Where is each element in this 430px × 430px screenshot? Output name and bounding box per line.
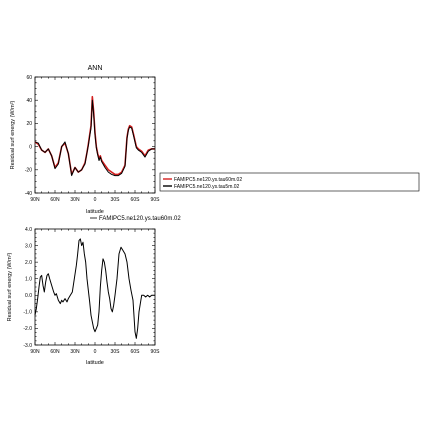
panel-bottom-y-ticks: -3.0 -2.0 -1.0 0.0 1.0 2.0 3.0 4.0 [23, 227, 155, 349]
panel-top-x-tick-label: 90N [30, 197, 40, 203]
panel-bottom-legend-label: FAMIPC5.ne120.ys.tau60m.02 [99, 216, 181, 222]
panel-bottom-y-tick-label: -1.0 [23, 310, 32, 316]
panel-top-x-tick-label: 90S [151, 197, 161, 203]
panel-bottom-x-tick-label: 30N [70, 349, 80, 355]
panel-bottom-y-tick-label: 0.0 [25, 293, 32, 299]
panel-top-x-axis-label: latitude [86, 209, 104, 215]
panel-top-x-tick-label: 60S [131, 197, 141, 203]
panel-top-y-tick-label: 60 [26, 75, 32, 81]
panel-bottom-x-ticks: 90N 60N 30N 0 30S 60S 90S [30, 229, 160, 355]
panel-top-y-tick-label: 20 [26, 121, 32, 127]
panel-bottom-series-line-0 [34, 238, 155, 339]
panel-bottom: FAMIPC5.ne120.ys.tau60m.02 90N 60N 30N 0 30S… [7, 216, 181, 366]
panel-top-x-tick-label: 60N [50, 197, 60, 203]
panel-bottom-x-axis-label: latitude [86, 360, 104, 366]
panel-bottom-frame [34, 228, 156, 346]
legend-label-series-1: FAMIPC5.ne120.ys.tau5m.02 [174, 184, 240, 190]
panel-bottom-y-tick-label: 4.0 [25, 227, 32, 233]
panel-top-y-ticks: -40 -20 0 20 40 60 [25, 75, 155, 197]
panel-bottom-y-tick-label: 1.0 [25, 277, 32, 283]
panel-bottom-series [34, 238, 155, 339]
panel-top-y-tick-label: 40 [26, 98, 32, 104]
panel-bottom-x-tick-label: 60N [50, 349, 60, 355]
panel-bottom-x-tick-label: 30S [111, 349, 121, 355]
panel-top-series-line-1 [34, 99, 155, 177]
panel-bottom-x-tick-label: 90N [30, 349, 40, 355]
panel-top-x-tick-label: 30N [70, 197, 80, 203]
panel-bottom-y-tick-label: -2.0 [23, 326, 32, 332]
panel-bottom-x-tick-label: 90S [151, 349, 161, 355]
panel-top-x-ticks: 90N 60N 30N 0 30S 60S 90S [30, 77, 160, 203]
panel-bottom-y-tick-label: 2.0 [25, 260, 32, 266]
panel-bottom-y-axis-label: Residual surf energy (W/m²) [7, 252, 13, 321]
panel-top-y-tick-label: 0 [29, 144, 32, 150]
panel-top-x-tick-label: 0 [94, 197, 97, 203]
panel-bottom-y-tick-label: 3.0 [25, 243, 32, 249]
panel-top-y-axis-label: Residual surf energy (W/m²) [10, 100, 16, 169]
legend-label-series-0: FAMIPC5.ne120.ys.tau60m.02 [174, 177, 242, 183]
panel-top-x-tick-label: 30S [111, 197, 121, 203]
panel-top-legend: FAMIPC5.ne120.ys.tau60m.02 FAMIPC5.ne120… [159, 172, 420, 192]
panel-bottom-y-tick-label: -3.0 [23, 343, 32, 349]
panel-top-y-tick-label: -40 [25, 191, 32, 197]
panel-top-title: ANN [88, 65, 103, 72]
panel-top: ANN 90N 60N 30N 0 30S 60S 90S -40 -20 0 20 40 60 la… [10, 65, 420, 215]
panel-bottom-x-tick-label: 0 [94, 349, 97, 355]
panel-bottom-x-tick-label: 60S [131, 349, 141, 355]
legend-box [159, 172, 420, 192]
panel-top-y-tick-label: -20 [25, 168, 32, 174]
panel-top-series [34, 95, 155, 177]
